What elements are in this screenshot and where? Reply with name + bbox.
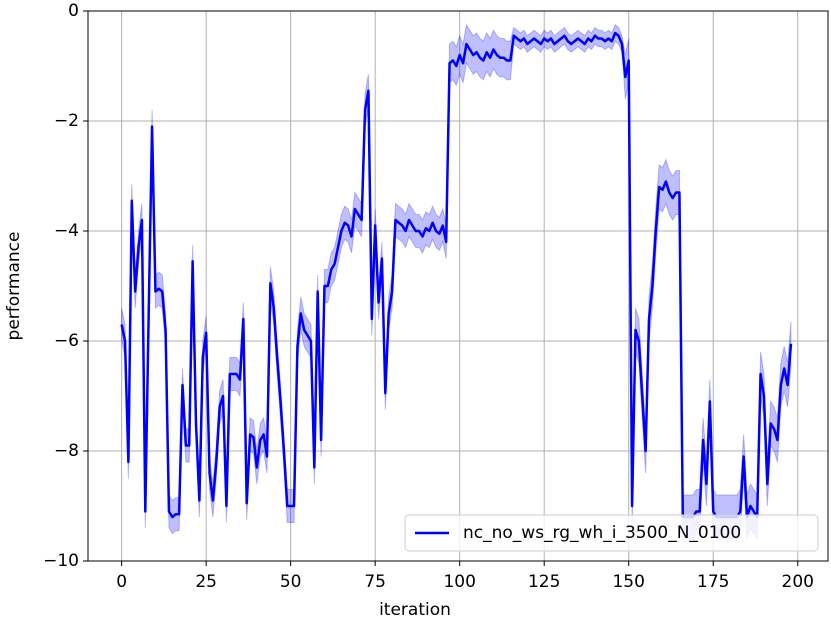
error-band (121, 23, 792, 541)
y-tick-label: −6 (54, 331, 79, 351)
x-tick-label: 0 (116, 572, 127, 592)
x-tick-label: 125 (528, 572, 560, 592)
x-tick-label: 50 (280, 572, 302, 592)
legend-box (404, 514, 819, 552)
x-tick-label: 175 (697, 572, 729, 592)
x-tick-label: 25 (195, 572, 217, 592)
x-axis-label: iteration (379, 600, 451, 620)
y-tick-label: 0 (68, 1, 79, 21)
legend-label: nc_no_ws_rg_wh_i_3500_N_0100 (463, 523, 741, 543)
y-tick-label: −10 (43, 551, 79, 571)
line (120, 31, 793, 519)
plot-frame (87, 10, 829, 562)
x-tick-label: 200 (782, 572, 814, 592)
x-tick-label: 150 (612, 572, 644, 592)
x-tick-label: 75 (364, 572, 386, 592)
y-axis-label: performance (4, 232, 24, 341)
y-tick-label: −4 (54, 221, 79, 241)
y-tick-label: −8 (54, 441, 79, 461)
y-tick-label: −2 (54, 111, 79, 131)
x-tick-label: 100 (443, 572, 475, 592)
